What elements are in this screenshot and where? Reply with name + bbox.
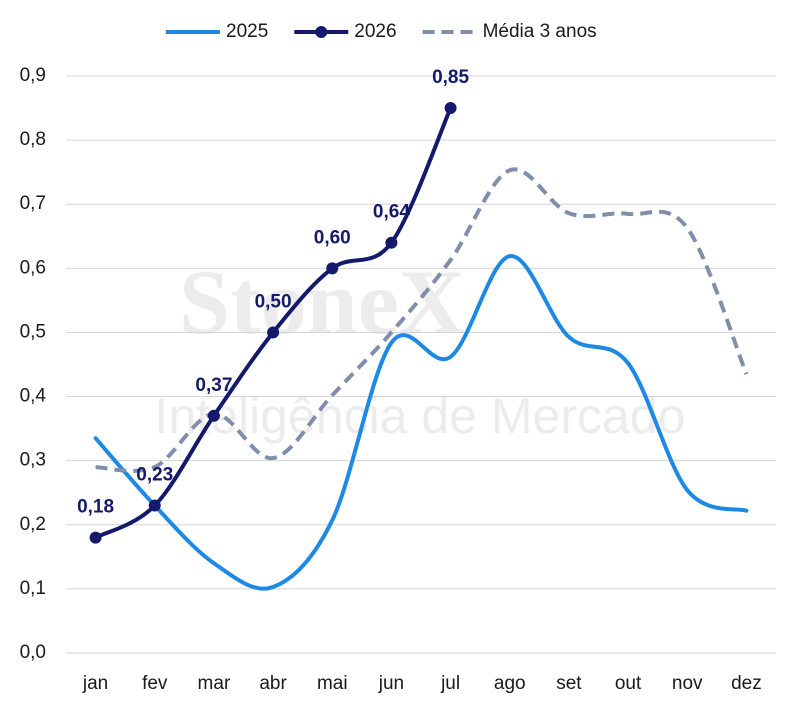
data-label: 0,23 [136, 465, 173, 486]
legend-marker [315, 26, 328, 38]
x-tick-label: ago [494, 673, 526, 694]
point-marker [207, 409, 220, 422]
x-tick-label: nov [672, 673, 703, 694]
point-marker [267, 326, 280, 339]
y-tick-label: 0,8 [20, 129, 46, 150]
x-tick-label: dez [731, 673, 762, 694]
data-label: 0,18 [77, 497, 114, 518]
x-tick-label: abr [259, 673, 287, 694]
point-marker [89, 531, 102, 544]
y-tick-label: 0,5 [20, 321, 46, 342]
x-tick-label: fev [142, 673, 168, 694]
legend-label: Média 3 anos [483, 21, 597, 42]
x-tick-label: jun [378, 673, 404, 694]
y-tick-label: 0,7 [20, 193, 46, 214]
series-line [93, 254, 749, 591]
point-marker [385, 236, 398, 249]
x-tick-label: jan [82, 673, 108, 694]
watermark: StoneX [179, 251, 465, 353]
y-tick-label: 0,3 [20, 450, 46, 471]
x-tick-label: jul [440, 673, 460, 694]
data-label: 0,60 [314, 227, 351, 248]
data-label: 0,85 [432, 67, 469, 88]
legend-label: 2026 [354, 21, 396, 42]
point-marker [444, 102, 457, 115]
y-tick-label: 0,4 [20, 386, 47, 407]
data-label: 0,50 [255, 291, 292, 312]
point-marker [148, 499, 161, 512]
legend-label: 2025 [226, 21, 268, 42]
x-tick-label: set [556, 673, 582, 694]
data-label: 0,37 [195, 375, 232, 396]
y-tick-label: 0,0 [20, 642, 46, 663]
y-tick-label: 0,6 [20, 257, 46, 278]
y-tick-label: 0,9 [20, 65, 46, 86]
x-tick-label: mai [317, 673, 348, 694]
y-tick-label: 0,1 [20, 578, 46, 599]
point-marker [326, 262, 339, 275]
y-tick-label: 0,2 [20, 514, 46, 535]
data-label: 0,64 [373, 202, 410, 223]
x-tick-label: out [615, 673, 642, 694]
x-tick-label: mar [198, 673, 231, 694]
